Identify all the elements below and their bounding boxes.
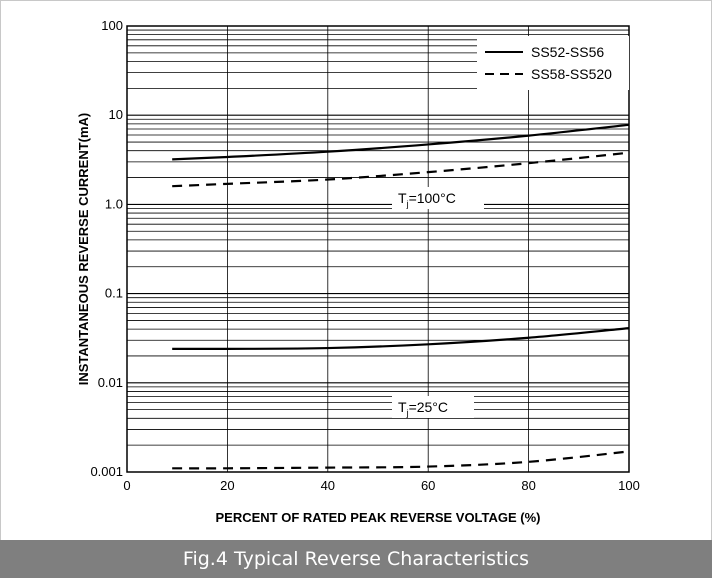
annotation-tj-100c: Tj=100°C xyxy=(392,187,484,209)
x-tick-label: 100 xyxy=(618,478,640,493)
series-line-ss52-ss56-tj100 xyxy=(172,123,630,161)
y-tick-label: 1.0 xyxy=(105,196,123,211)
y-tick-label: 0.1 xyxy=(105,286,123,301)
legend-label-ss52-ss56: SS52-SS56 xyxy=(531,44,604,60)
svg-text:Tj=100°C: Tj=100°C xyxy=(398,190,456,209)
legend: SS52-SS56 SS58-SS520 xyxy=(477,36,629,90)
series-line-ss52-ss56-tj25 xyxy=(172,327,630,351)
annotation-tj-25c: Tj=25°C xyxy=(392,396,474,418)
x-tick-label: 60 xyxy=(421,478,435,493)
y-tick-label: 10 xyxy=(109,107,123,122)
x-axis-label: PERCENT OF RATED PEAK REVERSE VOLTAGE (%… xyxy=(215,510,540,525)
x-tick-label: 40 xyxy=(321,478,335,493)
y-tick-label: 100 xyxy=(101,18,123,33)
y-axis-label: INSTANTANEOUS REVERSE CURRENT(mA) xyxy=(76,113,91,386)
series-line-ss58-ss520-tj25 xyxy=(172,450,630,470)
annotation-sub: j xyxy=(406,199,409,209)
x-tick-label: 80 xyxy=(521,478,535,493)
grid xyxy=(126,26,630,473)
figure-caption: Fig.4 Typical Reverse Characteristics xyxy=(0,540,712,578)
x-tick-label: 20 xyxy=(220,478,234,493)
plot-border xyxy=(126,25,630,473)
tick-labels: 0 20 40 60 80 100 0.001 0.01 0.1 1.0 10 100 xyxy=(90,18,639,493)
y-tick-label: 0.01 xyxy=(98,375,123,390)
series-line-ss58-ss520-tj100 xyxy=(172,151,630,188)
annotation-t: T xyxy=(398,399,407,415)
annotation-value: =100°C xyxy=(409,190,456,206)
x-tick-label: 0 xyxy=(123,478,130,493)
annotation-t: T xyxy=(398,190,407,206)
chart-svg: 0 20 40 60 80 100 0.001 0.01 0.1 1.0 10 100 PERCENT… xyxy=(76,18,640,525)
annotation-value: =25°C xyxy=(409,399,448,415)
svg-text:Tj=25°C: Tj=25°C xyxy=(398,399,448,418)
series-layer xyxy=(172,123,630,470)
annotation-sub: j xyxy=(406,408,409,418)
y-tick-label: 0.001 xyxy=(90,464,123,479)
legend-background xyxy=(477,36,629,90)
legend-label-ss58-ss520: SS58-SS520 xyxy=(531,66,612,82)
